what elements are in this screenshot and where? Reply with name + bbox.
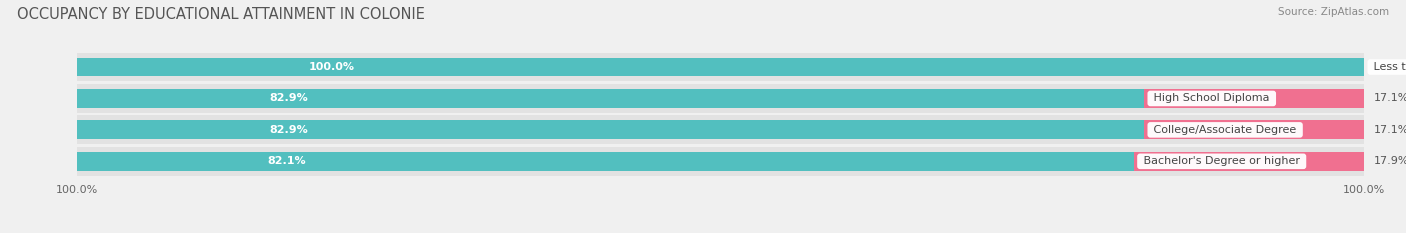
Text: Less than High School: Less than High School	[1371, 62, 1406, 72]
Bar	[77, 84, 1364, 113]
Text: 17.1%: 17.1%	[1374, 125, 1406, 135]
Bar	[77, 53, 1364, 82]
Bar	[77, 120, 1144, 139]
Bar	[77, 147, 1364, 176]
Text: Source: ZipAtlas.com: Source: ZipAtlas.com	[1278, 7, 1389, 17]
Bar	[77, 89, 1144, 108]
Text: 82.9%: 82.9%	[270, 93, 308, 103]
Bar	[1144, 89, 1364, 108]
Text: 0.0%: 0.0%	[1396, 62, 1406, 72]
Bar	[1144, 120, 1364, 139]
Text: 82.9%: 82.9%	[270, 125, 308, 135]
Text: 100.0%: 100.0%	[309, 62, 354, 72]
Bar	[1133, 152, 1364, 171]
Text: Bachelor's Degree or higher: Bachelor's Degree or higher	[1140, 156, 1303, 166]
Text: College/Associate Degree: College/Associate Degree	[1150, 125, 1301, 135]
Text: 17.1%: 17.1%	[1374, 93, 1406, 103]
Bar	[77, 152, 1133, 171]
Bar	[77, 115, 1364, 144]
Text: 82.1%: 82.1%	[267, 156, 307, 166]
Bar	[77, 58, 1364, 76]
Text: 17.9%: 17.9%	[1374, 156, 1406, 166]
Text: OCCUPANCY BY EDUCATIONAL ATTAINMENT IN COLONIE: OCCUPANCY BY EDUCATIONAL ATTAINMENT IN C…	[17, 7, 425, 22]
Text: High School Diploma: High School Diploma	[1150, 93, 1274, 103]
